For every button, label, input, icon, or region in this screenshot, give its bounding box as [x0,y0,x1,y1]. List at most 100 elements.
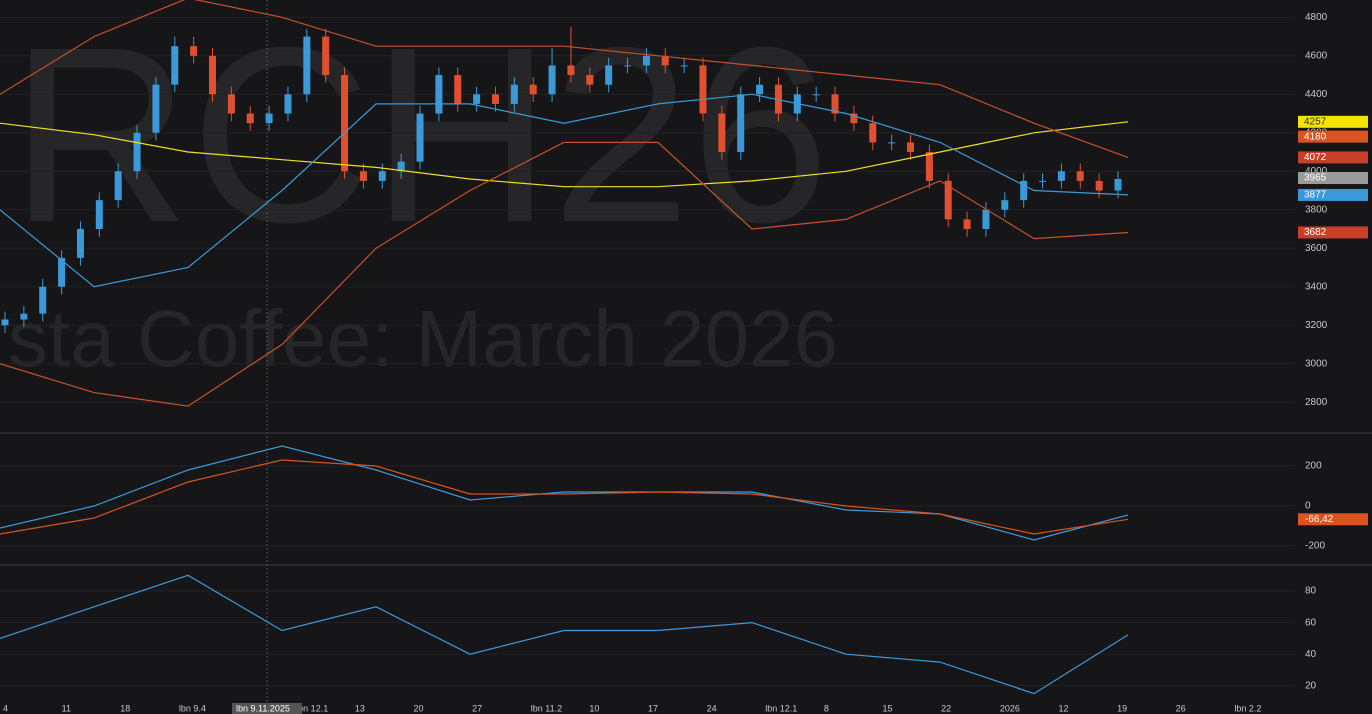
candle-body [114,171,122,201]
y-tick-label: 20 [1305,680,1317,691]
candle-body [586,75,594,85]
candle-body [491,94,499,104]
x-tick-label: 15 [883,703,893,713]
candle-body [699,65,707,114]
price-marker [1298,188,1368,201]
y-tick-label: 4000 [1305,166,1328,177]
x-tick-label: lbn 2.2 [1234,703,1261,713]
indicator-line [0,574,1129,695]
x-tick-label: 18 [120,703,130,713]
candle-body [378,171,386,181]
indicator-line [0,121,1129,188]
candle-body [454,75,462,104]
x-tick-label: lbn 11.2 [531,703,562,713]
candle-body [341,75,349,172]
candle-body [680,65,688,67]
x-tick-label: 2026 [1000,703,1020,713]
candle-body [359,171,367,181]
candle-body [209,55,217,95]
y-tick-label: 0 [1305,501,1311,512]
candle-body [869,123,877,143]
price-marker [1298,226,1368,239]
value-label: -66,42 [1305,514,1334,525]
price-marker [1298,172,1368,185]
y-tick-label: 3800 [1305,204,1328,215]
candle-body [1095,180,1103,191]
candle-body [397,161,405,172]
y-tick-label: 3600 [1305,243,1328,254]
candle-body [850,113,858,124]
watermark-name: sta Coffee: March 2026 [8,294,838,383]
candle-body [718,113,726,153]
x-tick-label: 11 [62,703,71,713]
candle-body [171,46,179,85]
candle-body [435,75,443,114]
candle-body [661,55,669,66]
x-tick-label: lbn 12.1 [765,703,797,713]
candle-body [510,84,518,104]
candle-body [529,84,537,95]
y-tick-label: 60 [1305,617,1317,628]
candle-body [1001,200,1009,210]
candle-body [624,65,632,67]
candle-body [963,219,971,230]
y-tick-label: 4800 [1305,12,1328,23]
candle-body [416,113,424,162]
y-tick-label: 3000 [1305,358,1328,369]
x-tick-label: 27 [472,703,482,713]
price-marker-label: 3877 [1304,190,1327,201]
candle-body [548,65,556,95]
value-label-box [1298,513,1368,526]
x-tick-label: 10 [589,703,599,713]
candle-body [1057,171,1065,181]
candle-body [1020,180,1028,201]
candle-body [605,65,613,85]
candle-body [265,113,273,124]
y-tick-label: 200 [1305,461,1322,472]
candle-body [1076,171,1084,181]
x-tick-label: lbn 12.1 [296,703,328,713]
crosshair-label-box [232,703,302,714]
candle-body [76,229,84,258]
crosshair-label: lbn 9.11.2025 [236,703,290,713]
candle-body [20,313,28,320]
indicator-line [0,0,1129,158]
price-marker [1298,151,1368,164]
candle-body [322,36,330,76]
indicator-line [0,459,1129,535]
candle-body [39,286,47,314]
candle-body [944,180,952,220]
price-marker-label: 4072 [1304,152,1327,163]
x-tick-label: 22 [941,703,951,713]
candle-body [284,94,292,114]
x-tick-label: 26 [1176,703,1186,713]
price-marker [1298,130,1368,143]
y-tick-label: 3200 [1305,320,1328,331]
candle-body [1114,178,1122,191]
candle-body [152,84,160,133]
price-marker-label: 3682 [1304,227,1327,238]
price-marker [1298,115,1368,128]
candle-body [303,36,311,95]
candle-body [906,142,914,153]
candle-body [737,94,745,153]
candle-body [982,209,990,230]
x-tick-label: 4 [3,703,8,713]
candle-body [190,46,198,56]
y-tick-label: 4600 [1305,50,1328,61]
price-marker-label: 4257 [1304,116,1327,127]
x-tick-label: 12 [1058,703,1068,713]
candle-body [812,94,820,96]
x-tick-label: 8 [824,703,829,713]
price-marker-label: 4180 [1304,131,1327,142]
x-tick-label: 17 [648,703,658,713]
x-tick-label: 24 [707,703,717,713]
candle-body [246,113,254,124]
y-tick-label: -200 [1305,541,1325,552]
x-tick-label: 20 [413,703,423,713]
candle-body [227,94,235,114]
candle-body [925,152,933,181]
